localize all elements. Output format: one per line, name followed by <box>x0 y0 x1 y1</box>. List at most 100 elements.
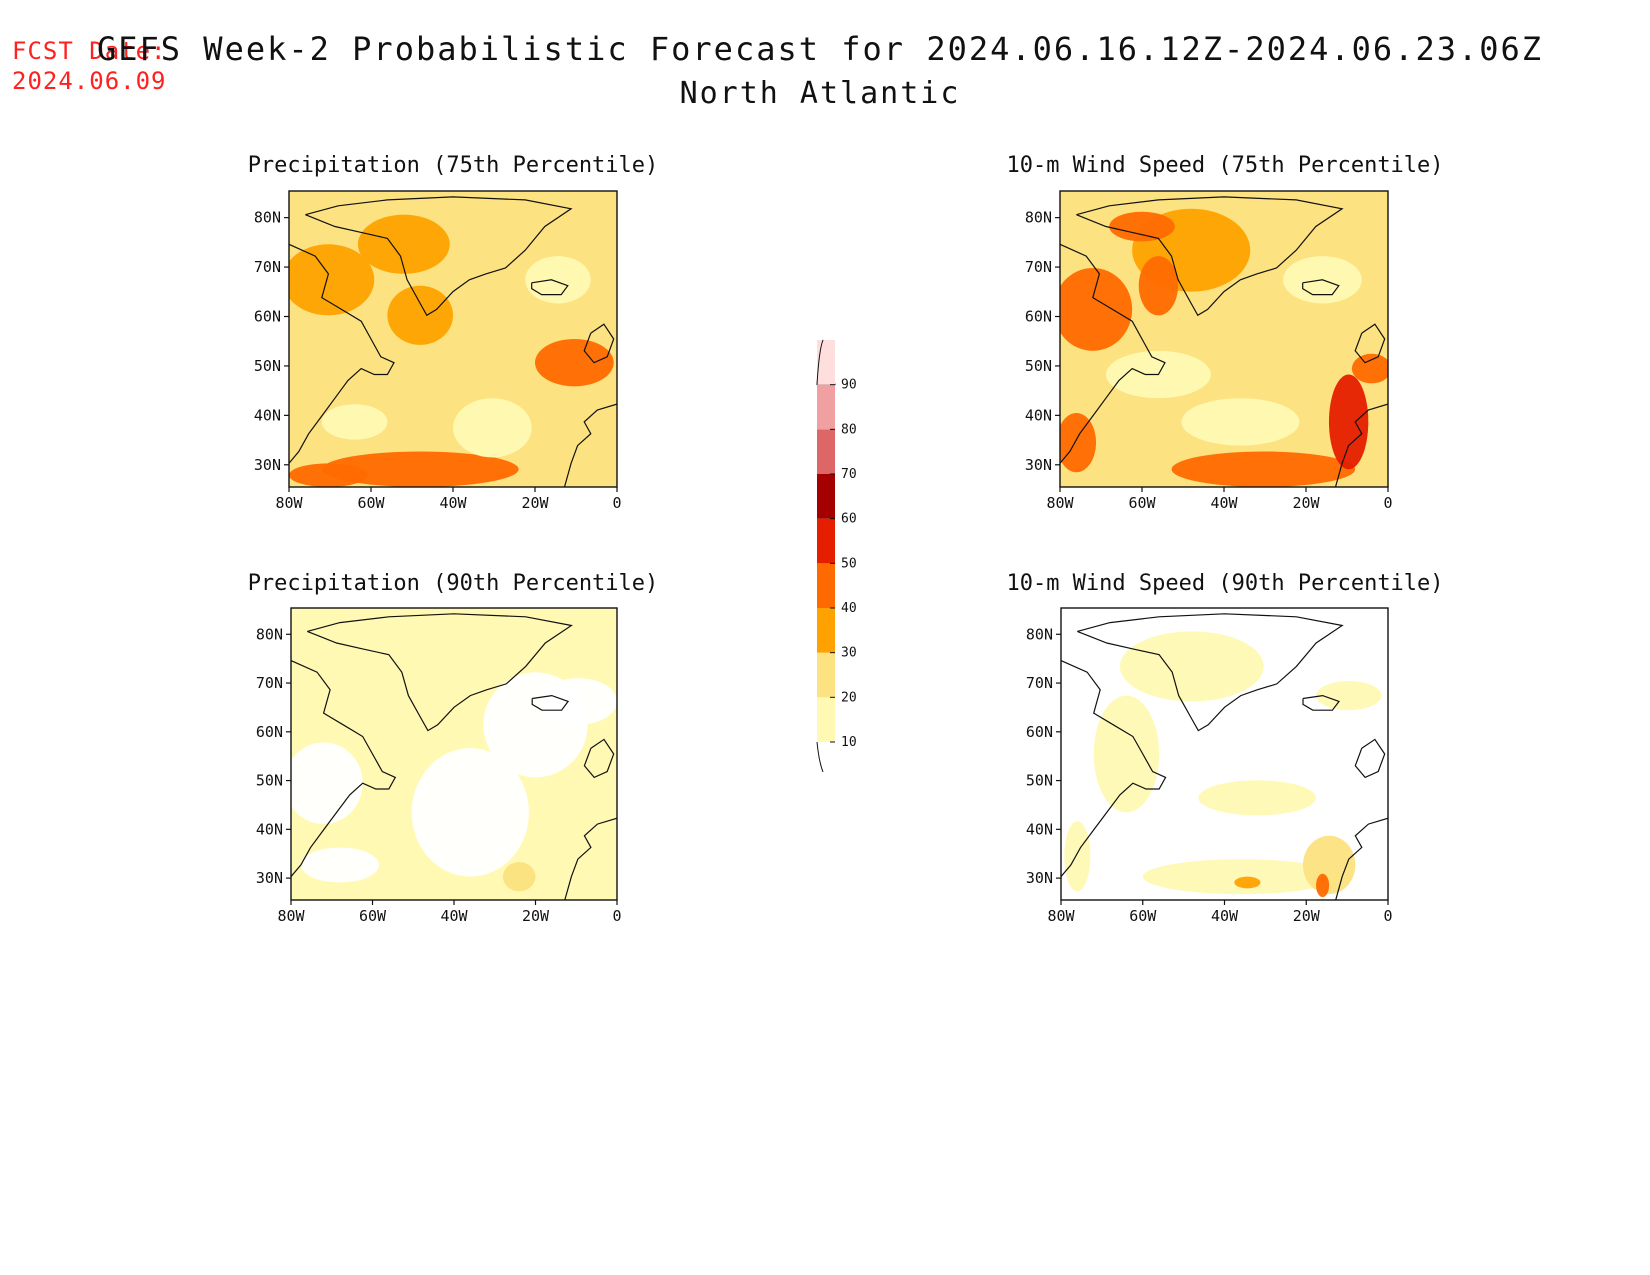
lon-tick-label: 20W <box>1293 907 1321 925</box>
coastline <box>564 817 617 900</box>
lon-tick-label: 0 <box>1383 907 1392 925</box>
lat-tick-label: 50N <box>256 772 283 790</box>
coastline <box>563 403 617 487</box>
lon-tick-label: 0 <box>1383 494 1392 512</box>
lat-tick-label: 80N <box>256 625 283 643</box>
coastline <box>305 196 573 317</box>
coastline <box>1354 323 1386 364</box>
colorbar-swatch <box>817 340 835 385</box>
forecast-date-value: 2024.06.09 <box>12 67 167 95</box>
lat-tick-label: 40N <box>256 820 283 838</box>
lat-tick-label: 30N <box>1026 869 1053 887</box>
lat-tick-label: 30N <box>1025 456 1052 474</box>
lat-tick-label: 60N <box>256 723 283 741</box>
lon-tick-label: 60W <box>1129 907 1157 925</box>
lon-tick-label: 80W <box>275 494 303 512</box>
lat-tick-label: 80N <box>1026 625 1053 643</box>
map-panel-2: 10-m Wind Speed (75th Percentile) 80W 60W 4… <box>1006 153 1443 512</box>
lat-tick-label: 50N <box>254 357 281 375</box>
lon-tick-label: 20W <box>522 907 550 925</box>
lat-tick-label: 50N <box>1025 357 1052 375</box>
coastline <box>583 323 615 364</box>
lon-tick-label: 0 <box>612 907 621 925</box>
coastline <box>1335 817 1388 900</box>
colorbar-swatch <box>817 518 835 564</box>
coastline <box>531 694 570 711</box>
forecast-date-label: FCST Date: <box>12 37 167 65</box>
colorbar: 10 20 30 40 50 60 70 80 90 <box>816 339 857 773</box>
lat-tick-label: 80N <box>1025 209 1052 227</box>
coastline <box>583 738 615 779</box>
lon-tick-label: 40W <box>439 494 467 512</box>
coastline <box>1061 660 1167 877</box>
panel-title: 10-m Wind Speed (90th Percentile) <box>1006 571 1443 596</box>
lon-tick-label: 60W <box>1128 494 1156 512</box>
coastline <box>1302 694 1340 711</box>
colorbar-swatch <box>817 697 835 742</box>
lon-tick-label: 80W <box>1047 907 1075 925</box>
coastline <box>289 243 395 464</box>
map-field <box>289 191 617 487</box>
lon-tick-label: 80W <box>1046 494 1074 512</box>
colorbar-label: 40 <box>841 601 857 616</box>
lon-tick-label: 40W <box>1211 907 1239 925</box>
lon-tick-label: 40W <box>1210 494 1238 512</box>
coastline <box>1302 279 1340 296</box>
map-panel-3: Precipitation (90th Percentile) 80W 60W 40W… <box>248 571 659 925</box>
map-field <box>1060 191 1388 487</box>
coastline <box>531 279 569 296</box>
map-panel-1: Precipitation (75th Percentile) 80W 60W 40W… <box>248 153 659 512</box>
colorbar-label: 10 <box>841 735 857 750</box>
lat-tick-label: 60N <box>254 308 281 326</box>
map-panel-4: 10-m Wind Speed (90th Percentile) 80W 60W 4… <box>1006 571 1443 925</box>
colorbar-swatch <box>817 608 835 653</box>
lon-tick-label: 20W <box>1292 494 1320 512</box>
panel-title: 10-m Wind Speed (75th Percentile) <box>1006 153 1443 178</box>
lon-tick-label: 60W <box>359 907 387 925</box>
coastline <box>1354 738 1386 779</box>
colorbar-label: 70 <box>841 467 857 482</box>
colorbar-swatch <box>817 652 835 698</box>
lat-tick-label: 30N <box>254 456 281 474</box>
colorbar-bottom-arrow <box>816 741 824 773</box>
colorbar-label: 60 <box>841 512 857 527</box>
colorbar-swatch <box>817 384 835 430</box>
colorbar-label: 90 <box>841 378 857 393</box>
lon-tick-label: 20W <box>521 494 549 512</box>
lon-tick-label: 60W <box>357 494 385 512</box>
region-title: North Atlantic <box>679 76 961 111</box>
lat-tick-label: 40N <box>1025 406 1052 424</box>
colorbar-label: 80 <box>841 422 857 437</box>
coastline <box>1060 243 1166 464</box>
lat-tick-label: 70N <box>254 258 281 276</box>
panel-title: Precipitation (90th Percentile) <box>248 571 659 596</box>
lat-tick-label: 40N <box>254 406 281 424</box>
colorbar-label: 50 <box>841 556 857 571</box>
lat-tick-label: 70N <box>1026 674 1053 692</box>
map-field <box>291 608 617 900</box>
lon-tick-label: 40W <box>440 907 468 925</box>
lat-tick-label: 50N <box>1026 772 1053 790</box>
coastline <box>307 613 573 732</box>
coastline <box>1076 196 1344 317</box>
page-title: GEFS Week-2 Probabilistic Forecast for 2… <box>96 30 1544 68</box>
panel-title: Precipitation (75th Percentile) <box>248 153 659 178</box>
colorbar-swatch <box>817 563 835 608</box>
lat-tick-label: 60N <box>1026 723 1053 741</box>
lat-tick-label: 70N <box>1025 258 1052 276</box>
colorbar-label: 20 <box>841 690 857 705</box>
lon-tick-label: 0 <box>612 494 621 512</box>
coastline <box>291 660 397 877</box>
coastline <box>1077 613 1344 732</box>
lat-tick-label: 80N <box>254 209 281 227</box>
lat-tick-label: 70N <box>256 674 283 692</box>
colorbar-swatch <box>817 429 835 474</box>
lon-tick-label: 80W <box>277 907 305 925</box>
map-field <box>1061 608 1388 900</box>
lat-tick-label: 40N <box>1026 820 1053 838</box>
colorbar-swatch <box>817 474 835 519</box>
forecast-date: FCST Date: 2024.06.09 <box>12 36 167 96</box>
lat-tick-label: 60N <box>1025 308 1052 326</box>
lat-tick-label: 30N <box>256 869 283 887</box>
